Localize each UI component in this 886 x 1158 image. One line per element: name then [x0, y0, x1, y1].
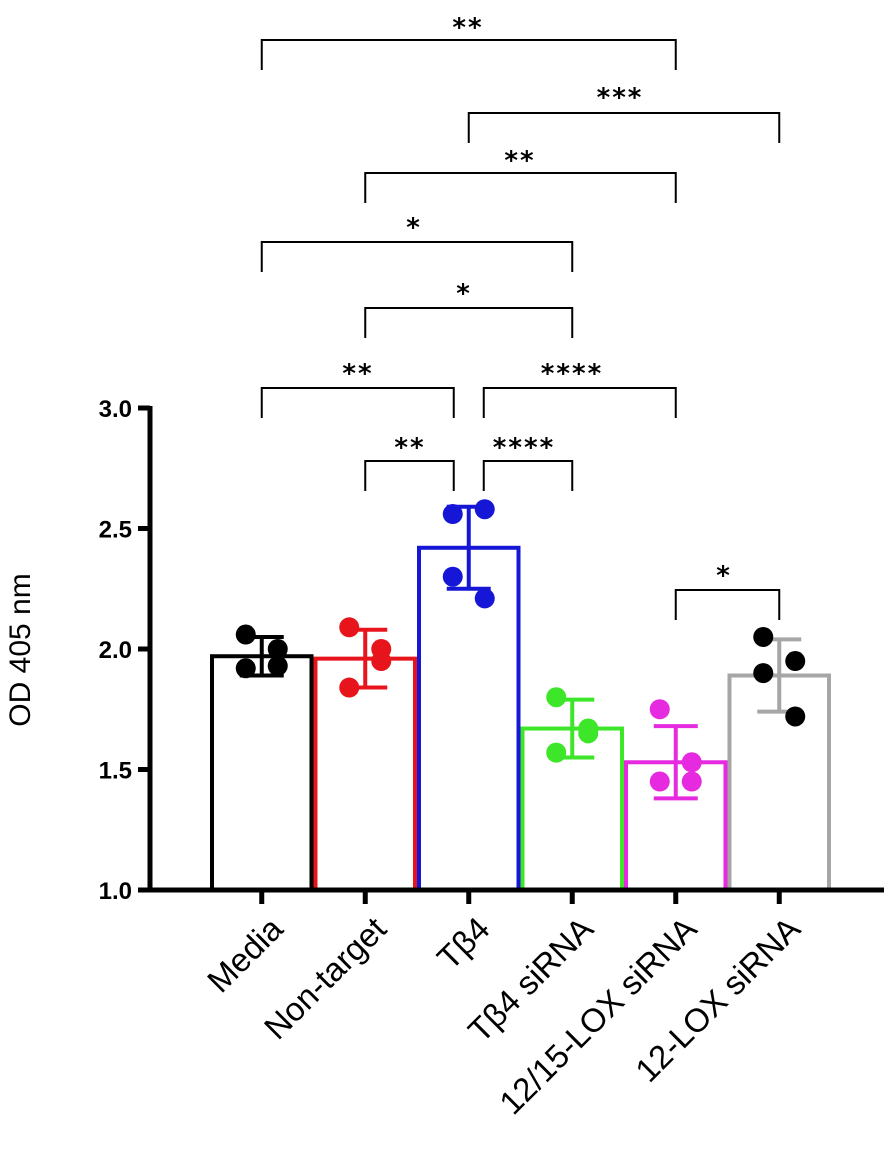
data-point-1-2 — [339, 677, 360, 698]
significance-bracket-4 — [364, 307, 574, 338]
y-tick-label-1: 1.5 — [99, 758, 132, 785]
bar-0 — [210, 654, 314, 892]
significance-bracket-8 — [482, 460, 574, 491]
significance-label-1: *** — [597, 83, 644, 113]
bar-1 — [313, 656, 417, 893]
significance-label-6: **** — [541, 359, 603, 389]
data-point-1-3 — [371, 651, 392, 672]
data-point-5-0 — [753, 626, 774, 647]
data-point-2-1 — [474, 499, 495, 520]
significance-bracket-2 — [364, 172, 677, 203]
data-point-2-3 — [474, 588, 495, 609]
significance-label-0: ** — [452, 13, 483, 43]
significance-bracket-1 — [467, 112, 781, 143]
bar-2 — [417, 545, 521, 893]
significance-bracket-7 — [364, 460, 455, 491]
significance-label-3: * — [406, 213, 422, 243]
data-point-4-2 — [649, 771, 670, 792]
x-tick-label-0: Media — [200, 909, 290, 999]
data-point-4-1 — [681, 752, 702, 773]
significance-bracket-6 — [482, 387, 677, 418]
y-axis-label: OD 405 nm — [4, 573, 37, 726]
y-tick-label-3: 2.5 — [99, 517, 132, 544]
data-point-0-3 — [267, 655, 288, 676]
data-point-1-0 — [339, 617, 360, 638]
y-tick-label-2: 2.0 — [99, 637, 132, 664]
data-point-4-0 — [649, 699, 670, 720]
data-point-5-1 — [785, 651, 806, 672]
significance-bracket-9 — [674, 589, 781, 620]
data-point-5-3 — [785, 706, 806, 727]
x-tick-label-2: Tβ4 — [430, 910, 497, 977]
significance-label-9: * — [716, 561, 732, 591]
data-points-layer — [235, 499, 806, 792]
y-tick-label-0: 1.0 — [99, 878, 132, 905]
significance-bracket-5 — [260, 387, 455, 418]
data-point-0-1 — [267, 639, 288, 659]
bars-layer — [210, 545, 831, 893]
significance-label-4: * — [456, 279, 472, 309]
significance-label-8: **** — [493, 433, 555, 463]
significance-label-7: ** — [394, 433, 425, 463]
data-point-3-3 — [578, 723, 599, 744]
data-point-3-0 — [546, 687, 567, 708]
significance-bracket-0 — [260, 39, 677, 70]
data-point-4-3 — [681, 771, 702, 792]
data-point-0-2 — [235, 658, 256, 679]
data-point-5-2 — [753, 663, 774, 684]
data-point-2-2 — [442, 566, 463, 587]
significance-label-2: ** — [504, 146, 535, 176]
data-point-3-2 — [546, 742, 567, 763]
significance-brackets-layer: *********** ****** ***** — [260, 13, 781, 620]
significance-bracket-3 — [260, 241, 574, 272]
y-tick-label-4: 3.0 — [99, 396, 132, 423]
data-point-0-0 — [235, 624, 256, 645]
x-tick-label-4: 12/15-LOX siRNA — [492, 910, 704, 1122]
data-point-2-0 — [442, 504, 463, 525]
significance-label-5: ** — [342, 359, 373, 389]
